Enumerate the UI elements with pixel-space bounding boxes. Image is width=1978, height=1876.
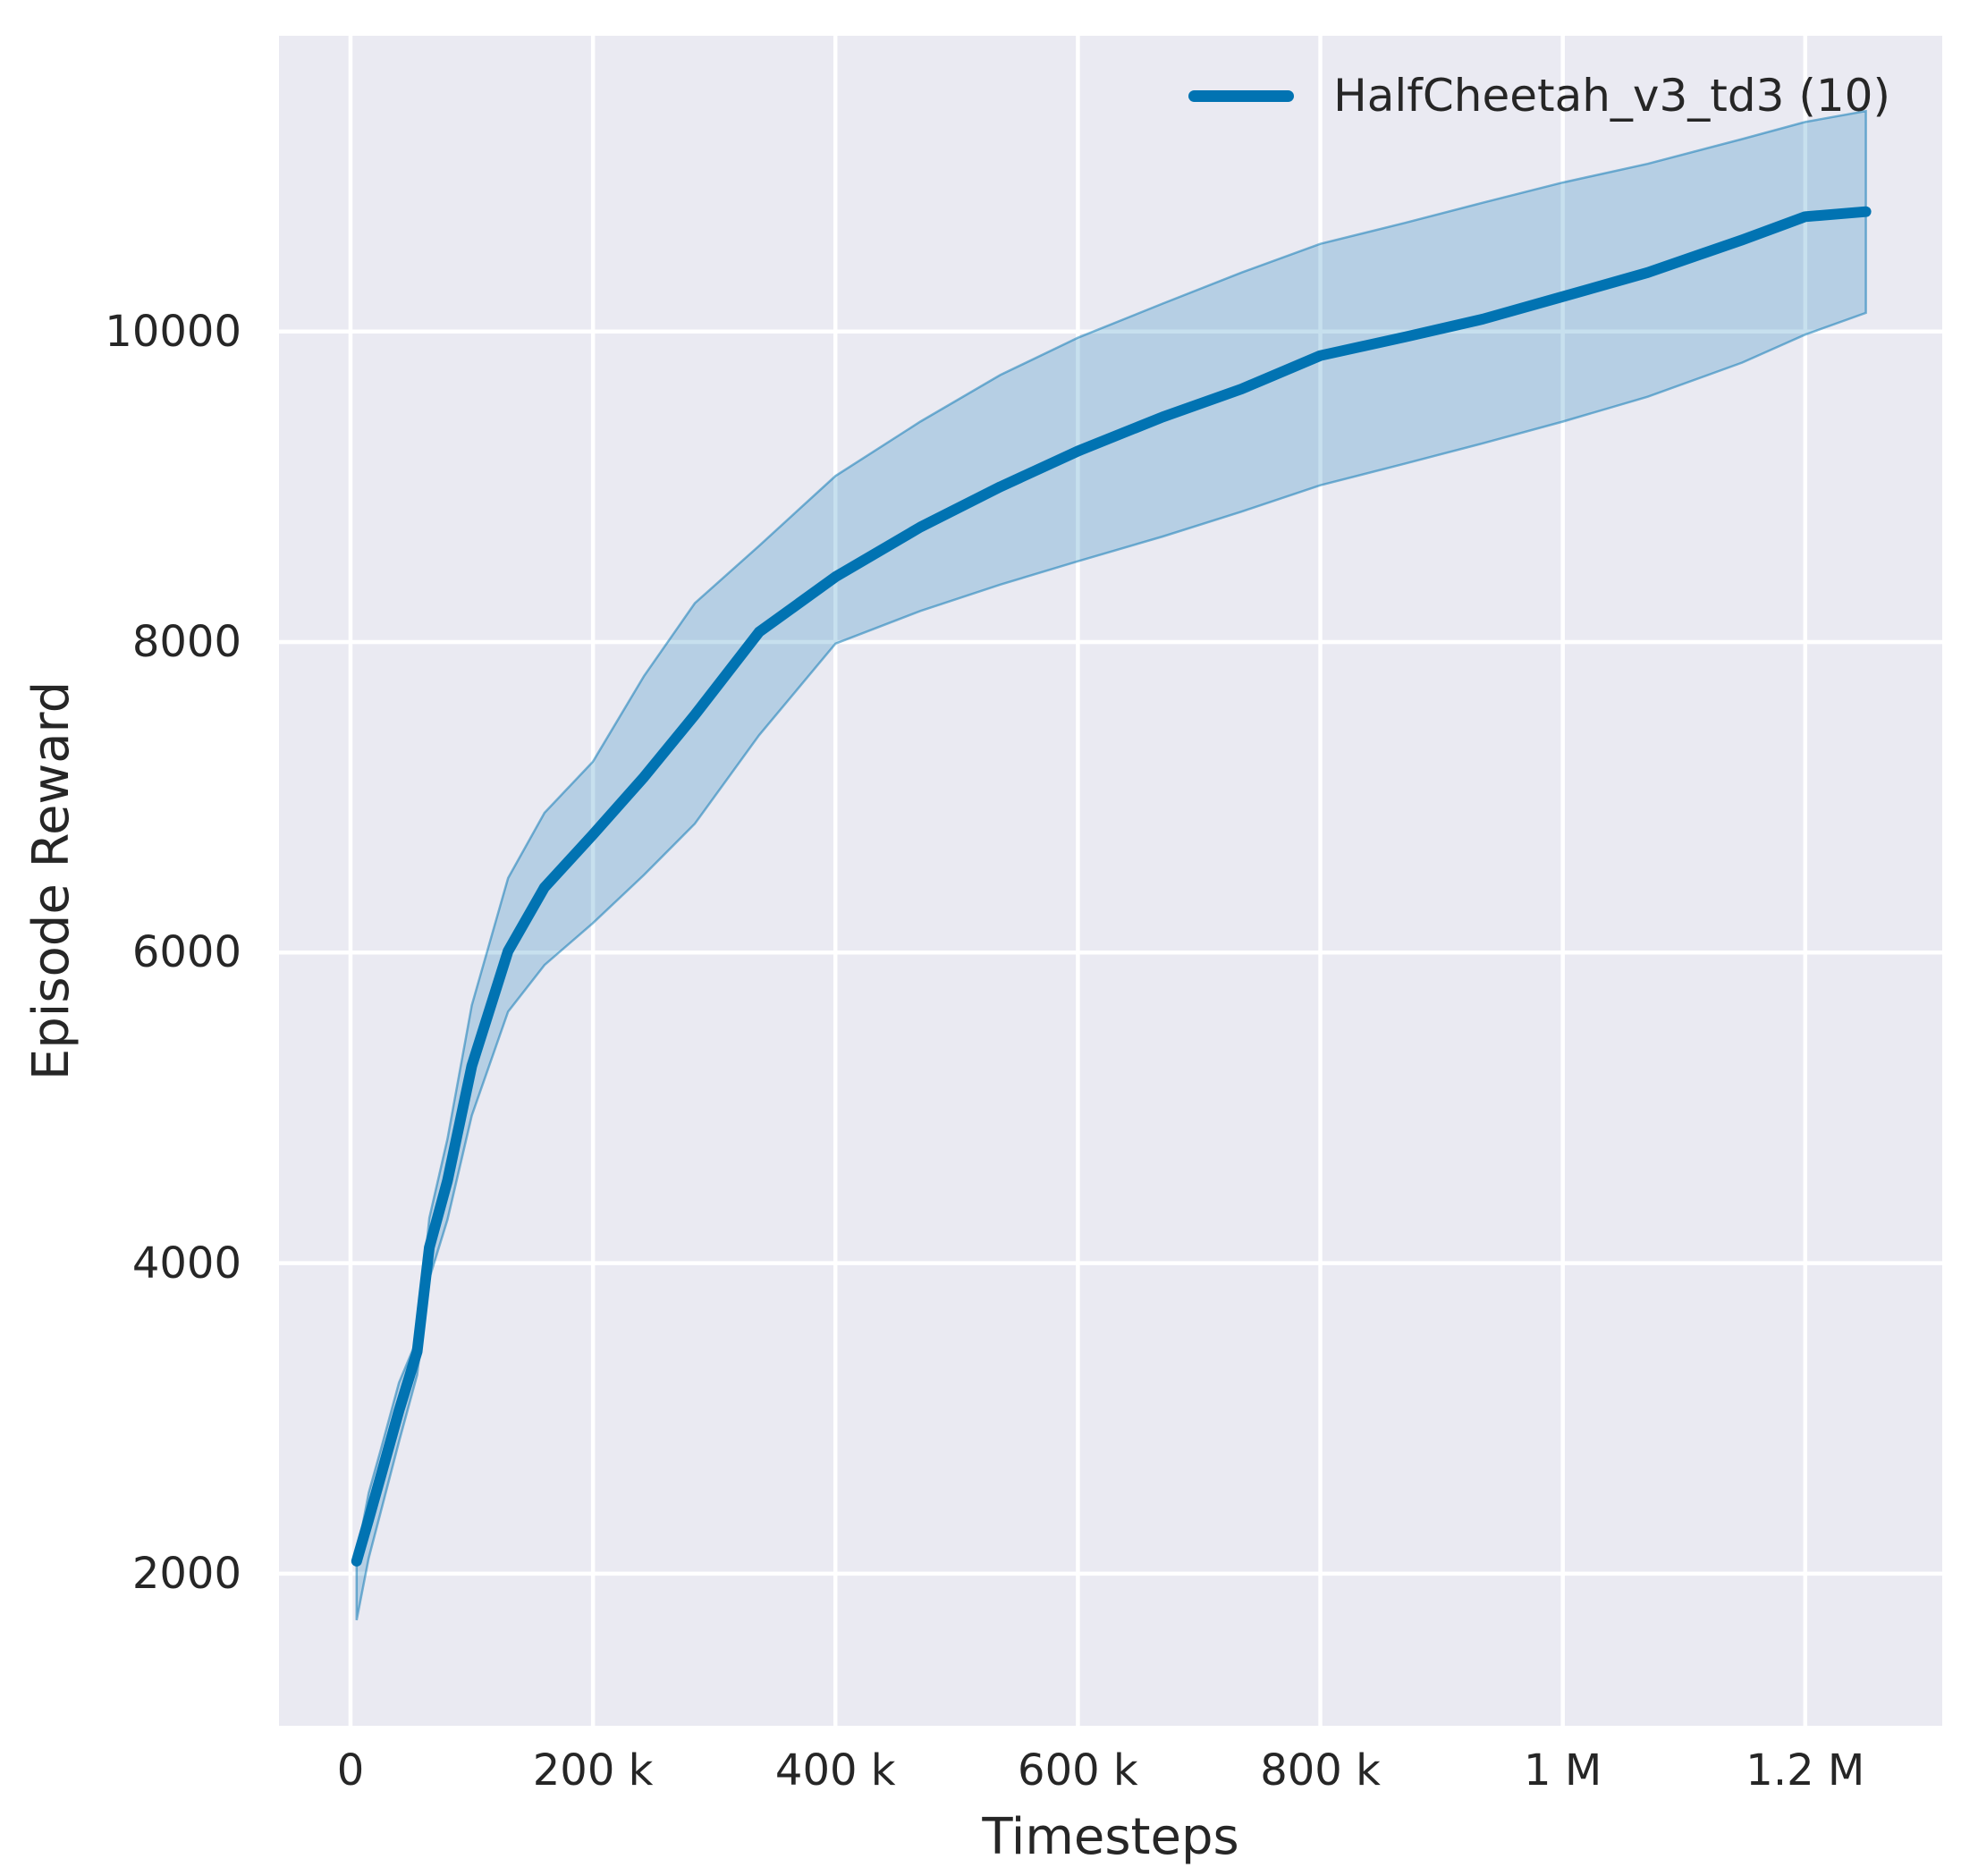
y-tick-label: 6000 <box>131 927 241 978</box>
y-tick-label: 10000 <box>105 306 241 357</box>
x-tick-label: 600 k <box>1018 1745 1138 1796</box>
legend: HalfCheetah_v3_td3 (10) <box>1188 68 1890 123</box>
series-line <box>351 206 1872 1567</box>
x-axis-title: Timesteps <box>982 1808 1239 1866</box>
x-tick-label: 400 k <box>774 1745 896 1796</box>
y-tick-label: 4000 <box>131 1238 241 1289</box>
y-axis-title: Episode Reward <box>22 680 80 1081</box>
x-tick-label: 1.2 M <box>1746 1745 1865 1796</box>
plot-area: HalfCheetah_v3_td3 (10) <box>279 36 1942 1726</box>
x-tick-label: 1 M <box>1524 1745 1602 1796</box>
legend-line-swatch <box>1188 89 1295 102</box>
x-tick-label: 0 <box>336 1745 365 1796</box>
chart-canvas <box>279 36 1942 1726</box>
y-tick-label: 2000 <box>131 1548 241 1599</box>
x-tick-label: 800 k <box>1260 1745 1381 1796</box>
confidence-band <box>355 109 1867 1621</box>
gridlines <box>279 36 1942 1726</box>
legend-label: HalfCheetah_v3_td3 (10) <box>1333 70 1890 122</box>
x-tick-label: 200 k <box>532 1745 654 1796</box>
y-tick-label: 8000 <box>131 617 241 668</box>
